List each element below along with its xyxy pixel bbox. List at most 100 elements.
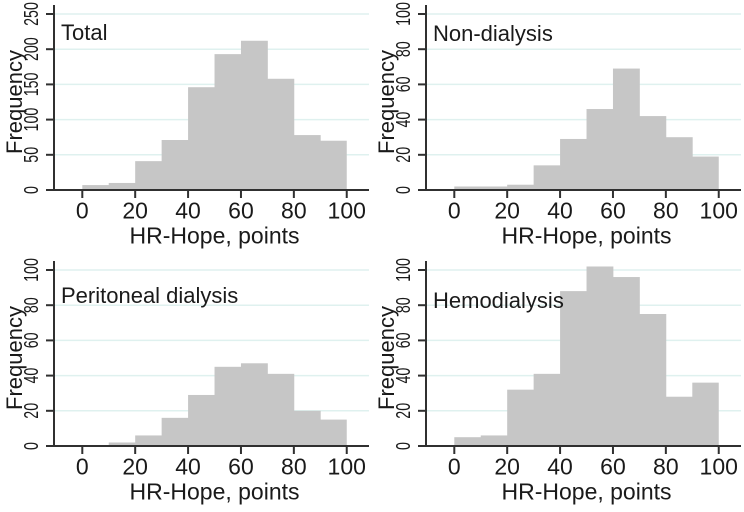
histogram-bar <box>108 182 136 190</box>
panel-title: Non-dialysis <box>433 21 553 46</box>
histogram-bar <box>161 140 189 190</box>
histogram-bar <box>586 109 614 190</box>
y-tick-label: 40 <box>393 368 415 384</box>
histogram-bar <box>692 156 719 190</box>
panel-title: Total <box>61 20 107 45</box>
x-tick-label: 40 <box>175 198 201 224</box>
x-tick-label: 0 <box>448 198 461 224</box>
panel-total: 0 50 100 150 200 250 0 20 40 60 80 100 HR-Hope, poin… <box>0 0 372 256</box>
y-tick-label: 40 <box>21 368 43 384</box>
y-tick-label: 0 <box>21 186 43 194</box>
histogram-hemodialysis: 0 20 40 60 80 100 0 20 40 60 80 100 HR-Hope, points F… <box>374 258 741 505</box>
x-tick-label: 20 <box>122 454 148 480</box>
histogram-bar <box>692 382 719 446</box>
histogram-bar <box>507 389 535 446</box>
x-tick-label: 100 <box>700 454 738 480</box>
y-tick-label: 60 <box>393 77 415 93</box>
histogram-bar <box>612 277 640 446</box>
x-tick-label: 40 <box>547 454 573 480</box>
histogram-bar <box>454 437 482 446</box>
x-tick-label: 40 <box>175 454 201 480</box>
histogram-bar <box>533 165 561 190</box>
y-axis-label: Frequency <box>2 306 27 410</box>
y-tick-label: 150 <box>21 73 43 97</box>
histogram-bar <box>267 373 295 446</box>
x-axis-label: HR-Hope, points <box>502 479 672 505</box>
histogram-bar <box>108 442 136 446</box>
x-tick-label: 100 <box>328 198 366 224</box>
y-tick-label: 100 <box>21 258 43 282</box>
histogram-bar <box>135 435 163 446</box>
y-tick-label: 20 <box>393 403 415 419</box>
histogram-bar <box>188 394 215 446</box>
y-tick-label: 80 <box>21 297 43 313</box>
histogram-bar <box>639 116 667 190</box>
histogram-bar <box>135 161 163 190</box>
histogram-bar <box>240 40 268 190</box>
y-tick-label: 20 <box>21 403 43 419</box>
x-tick-label: 60 <box>228 198 254 224</box>
histogram-bar <box>480 186 508 190</box>
panel-peritoneal-dialysis: 0 20 40 60 80 100 0 20 40 60 80 100 HR-Hope, points F… <box>0 256 372 512</box>
y-tick-label: 80 <box>393 297 415 313</box>
x-tick-label: 20 <box>122 198 148 224</box>
x-tick-label: 40 <box>547 198 573 224</box>
x-tick-label: 80 <box>653 198 679 224</box>
y-tick-label: 100 <box>393 258 415 282</box>
histogram-bar <box>665 396 693 446</box>
y-tick-label: 100 <box>21 108 43 132</box>
x-axis-label: HR-Hope, points <box>130 223 300 249</box>
histogram-bar <box>267 78 295 190</box>
panel-non-dialysis: 0 20 40 60 80 100 0 20 40 60 80 100 HR-Hope, points F… <box>372 0 744 256</box>
x-tick-label: 80 <box>281 454 307 480</box>
histogram-bar <box>320 419 347 446</box>
x-tick-label: 80 <box>653 454 679 480</box>
histogram-bar <box>293 135 321 190</box>
histogram-bar <box>612 68 640 190</box>
histogram-bar <box>560 291 587 446</box>
histogram-bar <box>293 410 321 446</box>
y-tick-label: 100 <box>393 2 415 26</box>
y-axis-label: Frequency <box>374 306 399 410</box>
x-axis-label: HR-Hope, points <box>130 479 300 505</box>
x-tick-label: 100 <box>700 198 738 224</box>
x-tick-label: 60 <box>600 198 626 224</box>
histogram-bar <box>560 138 587 190</box>
x-tick-label: 0 <box>76 198 89 224</box>
y-tick-label: 0 <box>393 186 415 194</box>
y-tick-label: 200 <box>21 37 43 61</box>
x-tick-label: 20 <box>494 198 520 224</box>
histogram-bar <box>320 140 347 190</box>
histogram-bar <box>214 366 242 446</box>
x-tick-label: 60 <box>228 454 254 480</box>
y-tick-label: 40 <box>393 112 415 128</box>
x-tick-label: 20 <box>494 454 520 480</box>
y-tick-label: 20 <box>393 147 415 163</box>
histogram-bar <box>214 54 242 191</box>
histogram-bar <box>665 137 693 190</box>
x-tick-label: 0 <box>76 454 89 480</box>
y-tick-label: 60 <box>21 333 43 349</box>
histogram-bar <box>240 363 268 446</box>
histogram-total: 0 50 100 150 200 250 0 20 40 60 80 100 HR-Hope, poin… <box>2 2 369 249</box>
x-axis-label: HR-Hope, points <box>502 223 672 249</box>
histogram-bar <box>188 87 215 190</box>
y-tick-label: 0 <box>21 442 43 450</box>
histogram-bar <box>480 435 508 446</box>
x-tick-label: 100 <box>328 454 366 480</box>
histogram-bar <box>82 185 110 190</box>
x-tick-label: 60 <box>600 454 626 480</box>
histogram-bar <box>533 373 561 446</box>
y-tick-label: 60 <box>393 333 415 349</box>
histogram-non-dialysis: 0 20 40 60 80 100 0 20 40 60 80 100 HR-Hope, points F… <box>374 2 741 249</box>
y-tick-label: 50 <box>21 147 43 163</box>
histogram-bar <box>639 314 667 446</box>
y-tick-label: 80 <box>393 41 415 57</box>
y-axis-label: Frequency <box>2 50 27 154</box>
panel-title: Hemodialysis <box>433 288 564 313</box>
y-axis-label: Frequency <box>374 50 399 154</box>
x-tick-label: 0 <box>448 454 461 480</box>
histogram-bar <box>454 186 482 190</box>
histogram-peritoneal-dialysis: 0 20 40 60 80 100 0 20 40 60 80 100 HR-Hope, points F… <box>2 258 369 505</box>
